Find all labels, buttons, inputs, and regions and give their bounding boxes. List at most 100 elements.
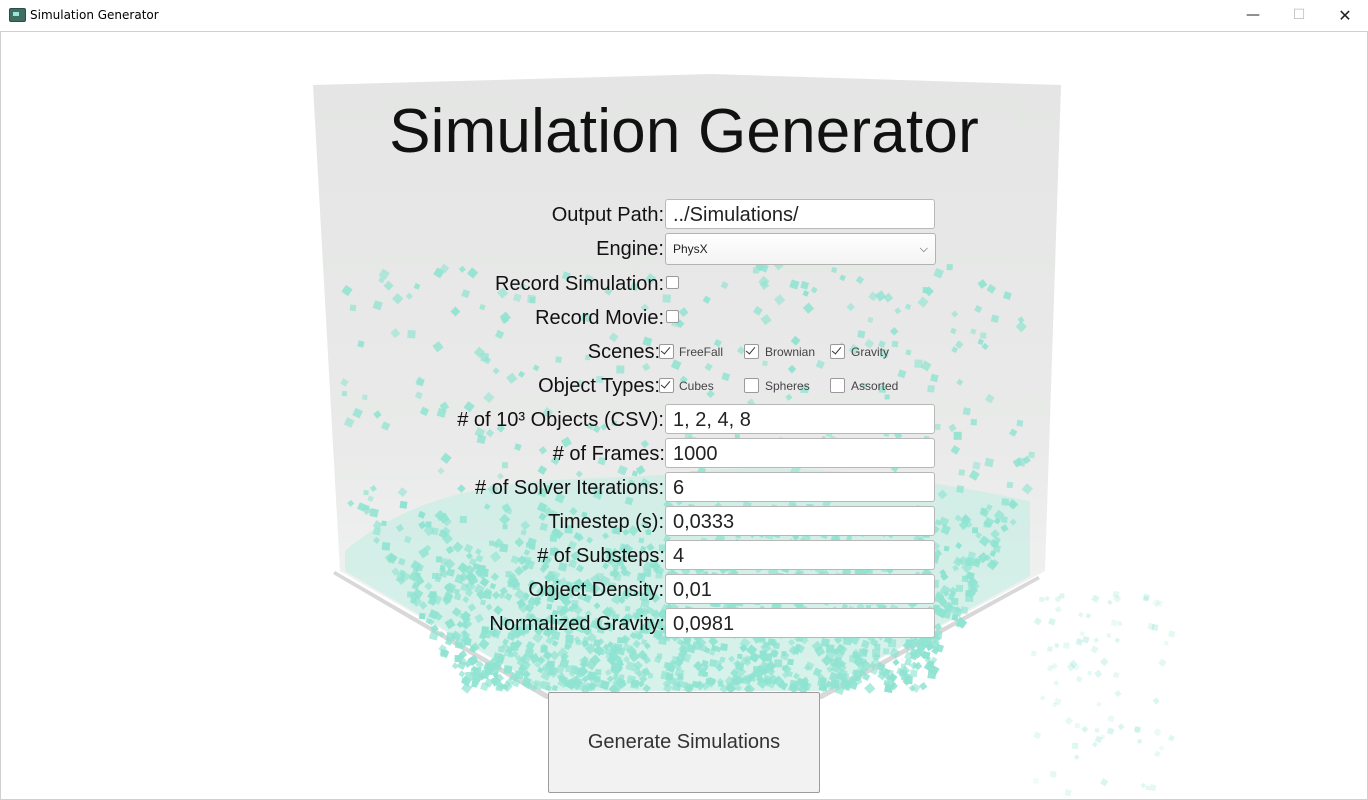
particle [383, 280, 394, 291]
particle [637, 649, 648, 660]
particle [518, 664, 527, 673]
particle [1147, 622, 1155, 631]
particle [662, 679, 671, 689]
close-button[interactable]: ✕ [1338, 6, 1352, 25]
particle [647, 617, 655, 625]
particle [611, 420, 618, 427]
particle [586, 421, 595, 431]
particle [480, 599, 486, 606]
particle [1073, 663, 1080, 671]
particle [514, 654, 523, 662]
particle [1074, 722, 1081, 729]
particle [407, 329, 416, 339]
particle [1094, 735, 1103, 744]
record-simulation-label: Record Simulation: [495, 273, 664, 295]
timestep-row: Timestep (s): 0,0333 [0, 506, 1368, 538]
particle [602, 532, 610, 540]
particle [510, 555, 520, 565]
particle [502, 462, 508, 469]
particle [965, 520, 973, 529]
particle [706, 389, 715, 399]
particle [419, 406, 430, 416]
particle [512, 582, 520, 590]
particle [725, 682, 737, 694]
particle [575, 533, 584, 542]
maximize-button[interactable]: ☐ [1292, 7, 1306, 23]
particle [593, 644, 605, 657]
particle [410, 559, 422, 572]
particle [545, 484, 552, 492]
particle [514, 588, 526, 600]
particle [581, 511, 588, 518]
particle [669, 660, 677, 668]
particle [787, 683, 797, 693]
solver-iterations-input[interactable]: 6 [665, 472, 935, 502]
particle [764, 660, 777, 672]
particle [841, 680, 850, 689]
particle [493, 537, 504, 548]
substeps-input[interactable]: 4 [665, 540, 935, 570]
particle [635, 465, 646, 475]
particle [857, 668, 867, 677]
object-density-input[interactable]: 0,01 [665, 574, 935, 604]
particle [593, 617, 603, 628]
particle [510, 641, 517, 648]
particle [934, 593, 945, 604]
particle [894, 307, 902, 315]
particle [787, 658, 794, 666]
particle [1093, 637, 1100, 643]
record-movie-checkbox[interactable] [666, 310, 679, 323]
output-path-input[interactable]: ../Simulations/ [665, 199, 935, 229]
particle [454, 593, 462, 601]
frames-input[interactable]: 1000 [665, 438, 935, 468]
particle [498, 513, 511, 526]
type-spheres-checkbox[interactable] [744, 378, 759, 393]
particle [1112, 594, 1122, 603]
scene-gravity-checkbox[interactable] [830, 344, 845, 359]
particle [694, 680, 705, 691]
particle [616, 365, 625, 374]
particle [638, 537, 645, 544]
object-types-label: Object Types: [538, 375, 660, 397]
particle [930, 656, 938, 664]
particle [493, 605, 504, 616]
particle [547, 665, 558, 676]
particle [458, 670, 466, 678]
particle [993, 517, 1001, 525]
particle [397, 487, 408, 498]
particle [720, 281, 729, 290]
particle [527, 623, 534, 630]
engine-selected: PhysX [673, 242, 708, 256]
scene-freefall-checkbox[interactable] [659, 344, 674, 359]
type-cubes-checkbox[interactable] [659, 378, 674, 393]
particle [500, 616, 512, 628]
record-simulation-checkbox[interactable] [666, 276, 679, 289]
particle [860, 639, 870, 649]
scenes-row: Scenes: FreeFall Brownian Gravity [0, 336, 1368, 368]
particle [624, 496, 634, 506]
particle [464, 588, 474, 598]
generate-simulations-button[interactable]: Generate Simulations [548, 692, 820, 793]
particle [575, 470, 583, 478]
particle [492, 367, 500, 375]
particle [461, 610, 472, 621]
particle [815, 359, 825, 369]
particle [381, 520, 387, 527]
particle [577, 379, 585, 388]
particle [1069, 659, 1078, 669]
objects-input[interactable]: 1, 2, 4, 8 [665, 404, 935, 434]
particle [1087, 671, 1092, 676]
particle [1114, 637, 1121, 644]
particle [1092, 741, 1098, 748]
particle [650, 593, 661, 604]
object-density-row: Object Density: 0,01 [0, 574, 1368, 606]
particle [781, 651, 787, 657]
particle [639, 545, 647, 553]
minimize-button[interactable]: — [1246, 7, 1260, 23]
scene-brownian-checkbox[interactable] [744, 344, 759, 359]
engine-dropdown[interactable]: PhysX ⌵ [665, 233, 936, 265]
timestep-input[interactable]: 0,0333 [665, 506, 935, 536]
type-assorted-checkbox[interactable] [830, 378, 845, 393]
particle [412, 588, 424, 600]
normalized-gravity-input[interactable]: 0,0981 [665, 608, 935, 638]
